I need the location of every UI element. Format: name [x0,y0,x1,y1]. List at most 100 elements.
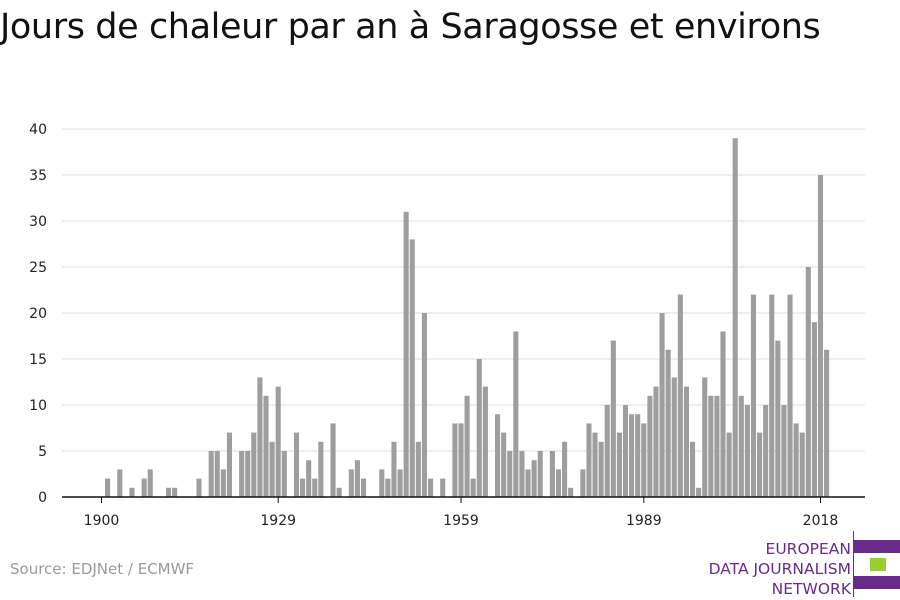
bar-1997[interactable] [690,441,696,497]
bar-1929[interactable] [275,386,281,497]
bar-1999[interactable] [702,377,708,497]
bar-2013[interactable] [787,294,793,497]
bar-2008[interactable] [757,432,763,497]
bar-1952[interactable] [415,441,421,497]
bar-1920[interactable] [220,469,226,497]
bar-1919[interactable] [214,451,220,497]
bar-1995[interactable] [677,294,683,497]
bar-1951[interactable] [409,239,415,497]
bar-1942[interactable] [354,460,360,497]
bar-1971[interactable] [531,460,537,497]
bar-2002[interactable] [720,331,726,497]
bar-1966[interactable] [501,432,507,497]
bar-1939[interactable] [336,487,342,497]
bar-1970[interactable] [525,469,531,497]
bar-1911[interactable] [165,487,172,497]
bar-1980[interactable] [586,423,592,497]
bar-1988[interactable] [635,414,641,497]
bar-1903[interactable] [117,469,123,497]
bar-2007[interactable] [750,294,757,497]
bar-2010[interactable] [769,294,775,497]
bar-2009[interactable] [763,405,769,497]
bar-1943[interactable] [360,478,367,497]
bar-1965[interactable] [495,414,501,497]
bar-2003[interactable] [726,432,732,497]
bar-1959[interactable] [458,423,464,497]
bar-1916[interactable] [196,478,202,497]
bar-1933[interactable] [300,478,306,497]
bar-1953[interactable] [421,313,427,497]
bar-1926[interactable] [257,377,263,497]
bar-2004[interactable] [732,138,738,497]
bar-1969[interactable] [519,451,525,497]
bar-2019[interactable] [824,349,830,497]
bar-1958[interactable] [452,423,458,497]
bar-1977[interactable] [568,487,574,497]
bar-1925[interactable] [251,432,257,497]
bar-1974[interactable] [549,451,555,497]
bar-1907[interactable] [141,478,147,497]
edjnet-logo[interactable]: EUROPEAN DATA JOURNALISM NETWORK [700,531,900,598]
bar-1987[interactable] [629,414,635,497]
bar-1936[interactable] [318,441,324,497]
bar-2000[interactable] [708,395,714,497]
bar-2016[interactable] [805,267,811,497]
bar-1984[interactable] [610,340,616,497]
bar-1976[interactable] [562,441,568,497]
bar-1998[interactable] [696,487,702,497]
bar-2018[interactable] [817,175,824,497]
bar-1982[interactable] [598,441,604,497]
bar-1930[interactable] [281,451,287,497]
bar-1968[interactable] [513,331,519,497]
bar-1994[interactable] [671,377,677,497]
bar-1938[interactable] [330,423,336,497]
bar-1975[interactable] [555,469,562,497]
bar-1927[interactable] [263,395,269,497]
bar-2011[interactable] [775,340,781,497]
bar-1986[interactable] [622,405,629,497]
bar-2001[interactable] [714,395,720,497]
bar-1979[interactable] [580,469,586,497]
bar-1993[interactable] [665,349,671,497]
bar-2012[interactable] [781,405,787,497]
bar-1996[interactable] [683,386,689,497]
bar-1950[interactable] [403,211,409,498]
bar-1948[interactable] [391,441,397,497]
bar-2014[interactable] [793,423,799,497]
bar-1923[interactable] [239,451,245,497]
bar-1972[interactable] [537,451,543,497]
bar-1967[interactable] [507,451,513,497]
bar-1983[interactable] [604,405,610,497]
bar-1918[interactable] [208,451,214,497]
bar-1991[interactable] [653,386,659,497]
bar-2015[interactable] [799,432,805,497]
bar-1963[interactable] [482,386,488,497]
bar-1990[interactable] [647,395,653,497]
bar-1954[interactable] [427,478,434,497]
bar-1992[interactable] [659,313,665,497]
bar-2005[interactable] [738,395,744,497]
bar-1905[interactable] [129,487,135,497]
bar-1941[interactable] [348,469,354,497]
bar-1934[interactable] [306,460,312,497]
bar-1962[interactable] [476,359,482,497]
bar-1949[interactable] [397,469,403,497]
bar-1985[interactable] [616,432,622,497]
bar-1908[interactable] [147,469,153,497]
bar-1956[interactable] [440,478,446,497]
bar-1932[interactable] [293,432,300,497]
bar-1921[interactable] [226,432,232,497]
bar-1989[interactable] [641,423,647,497]
bar-1912[interactable] [172,487,178,497]
bar-1935[interactable] [312,478,318,497]
bar-1924[interactable] [245,451,251,497]
bar-2006[interactable] [744,405,750,497]
bar-1981[interactable] [592,432,598,497]
bar-1946[interactable] [379,469,385,497]
bar-1901[interactable] [105,478,111,497]
bar-1947[interactable] [385,478,391,497]
bar-1960[interactable] [464,395,470,497]
bar-1928[interactable] [269,441,275,497]
bar-2017[interactable] [811,322,817,497]
bar-1961[interactable] [470,478,476,497]
